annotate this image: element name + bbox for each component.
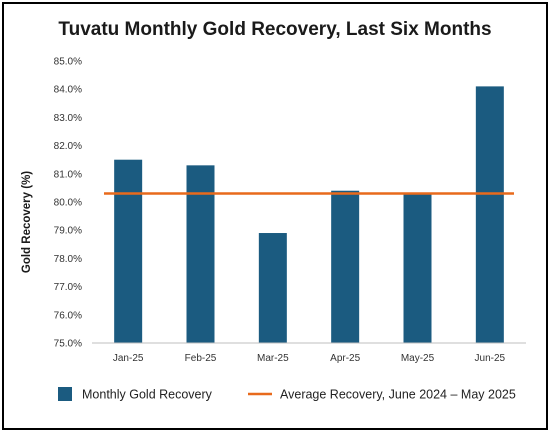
gold-recovery-chart: Tuvatu Monthly Gold Recovery, Last Six M… — [21, 19, 526, 402]
y-axis-ticks: 75.0% 76.0% 77.0% 78.0% 79.0% 80.0% 81.0% 82.0%… — [54, 57, 82, 350]
y-tick-label: 77.0% — [54, 282, 82, 293]
bar-feb-25 — [186, 165, 215, 343]
legend-swatch-monthly-recovery — [58, 387, 72, 401]
chart-title: Tuvatu Monthly Gold Recovery, Last Six M… — [58, 19, 491, 40]
y-tick-label: 79.0% — [54, 226, 82, 237]
x-tick-label: Apr-25 — [330, 353, 360, 364]
y-tick-label: 78.0% — [54, 254, 82, 265]
legend-label-average-recovery: Average Recovery, June 2024 – May 2025 — [280, 388, 516, 402]
legend-label-monthly-recovery: Monthly Gold Recovery — [82, 388, 213, 402]
y-axis-label: Gold Recovery (%) — [21, 171, 33, 273]
y-tick-label: 84.0% — [54, 85, 82, 96]
x-axis-ticks: Jan-25 Feb-25 Mar-25 Apr-25 May-25 Jun-25 — [113, 353, 506, 364]
y-tick-label: 76.0% — [54, 310, 82, 321]
y-tick-label: 83.0% — [54, 113, 82, 124]
bars — [114, 86, 504, 343]
x-tick-label: Jan-25 — [113, 353, 144, 364]
y-tick-label: 75.0% — [54, 339, 82, 350]
y-tick-label: 82.0% — [54, 141, 82, 152]
x-tick-label: May-25 — [401, 353, 435, 364]
y-tick-label: 80.0% — [54, 198, 82, 209]
legend: Monthly Gold Recovery Average Recovery, … — [58, 387, 516, 402]
x-tick-label: Feb-25 — [185, 353, 217, 364]
bar-jun-25 — [475, 86, 504, 343]
bar-may-25 — [403, 193, 432, 343]
bar-jan-25 — [114, 159, 143, 343]
x-tick-label: Jun-25 — [475, 353, 506, 364]
y-tick-label: 81.0% — [54, 169, 82, 180]
x-tick-label: Mar-25 — [257, 353, 289, 364]
y-tick-label: 85.0% — [54, 57, 82, 68]
bar-apr-25 — [331, 190, 360, 343]
bar-mar-25 — [258, 233, 287, 343]
